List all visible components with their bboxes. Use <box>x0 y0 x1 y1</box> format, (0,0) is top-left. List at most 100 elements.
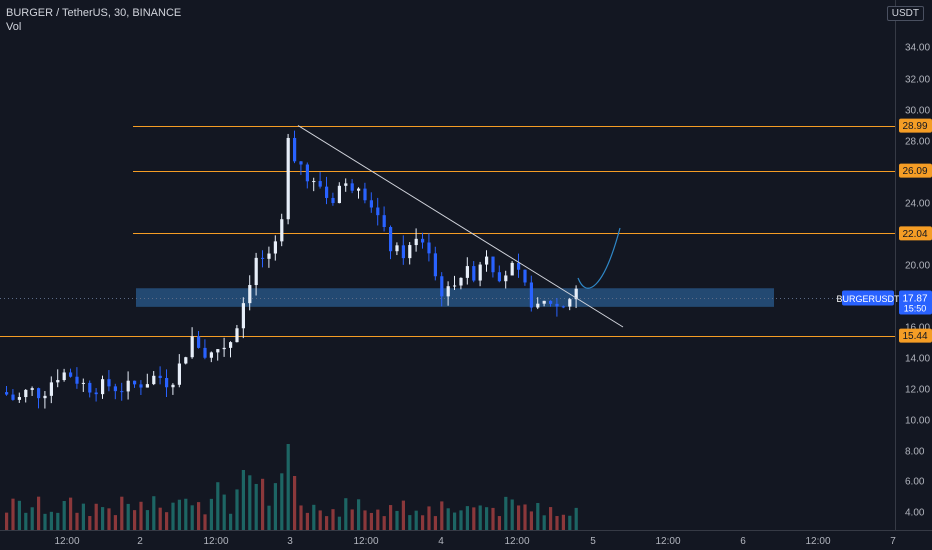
volume-bar <box>94 503 98 530</box>
volume-bar <box>337 516 341 530</box>
volume-indicator-label[interactable]: Vol <box>6 21 22 33</box>
volume-bar <box>197 502 201 530</box>
candle-body <box>241 303 245 329</box>
symbol-name-tag <box>842 290 894 306</box>
candle-body <box>344 183 348 186</box>
volume-bar <box>529 511 533 530</box>
volume-bar <box>69 497 73 530</box>
projection-curve-layer <box>577 227 621 289</box>
candle-body <box>459 277 463 286</box>
candle-body <box>171 384 175 388</box>
candle-body <box>126 380 130 392</box>
volume-bar <box>542 515 546 530</box>
candle-body <box>222 347 226 350</box>
volume-bar <box>344 498 348 530</box>
volume-bar <box>472 507 476 530</box>
volume-bar <box>433 516 437 530</box>
candle-body <box>203 347 207 358</box>
level-price-text: 15.44 <box>902 331 927 342</box>
candle-body <box>261 257 265 259</box>
symbol-name-text: BURGERUSDT <box>836 294 900 304</box>
volume-bar <box>414 510 418 530</box>
volume-bar <box>459 510 463 530</box>
candle-body <box>433 253 437 277</box>
candle-body <box>363 188 367 201</box>
candle-body <box>536 303 540 308</box>
price-tick-label: 32.00 <box>905 75 930 86</box>
candle-body <box>369 200 373 208</box>
volume-bar <box>491 507 495 530</box>
candle-body <box>75 376 79 384</box>
volume-bar <box>133 510 137 530</box>
volume-bar <box>267 505 271 530</box>
volume-bar <box>56 512 60 530</box>
projection-curve <box>577 227 621 289</box>
volume-bar <box>209 498 213 530</box>
volume-bar <box>555 516 559 530</box>
volume-bar <box>286 444 290 530</box>
candle-body <box>120 391 124 393</box>
candle-body <box>421 238 425 243</box>
candle-body <box>510 262 514 276</box>
candle-body <box>331 197 335 204</box>
candle-body <box>472 266 476 281</box>
candle-body <box>17 397 21 400</box>
candle-body <box>523 269 527 283</box>
volume-bar <box>299 505 303 530</box>
volume-bar <box>101 507 105 530</box>
price-tick-label: 34.00 <box>905 43 930 54</box>
volume-bar <box>229 513 233 530</box>
volume-bar <box>427 506 431 530</box>
candle-body <box>190 336 194 358</box>
volume-bar <box>331 509 335 530</box>
candle-body <box>184 357 188 364</box>
candle-body <box>305 164 309 182</box>
volume-bar <box>536 503 540 530</box>
level-price-text: 26.09 <box>902 166 927 177</box>
candle-body <box>350 183 354 191</box>
volume-bar <box>120 496 124 530</box>
price-tick-label: 14.00 <box>905 354 930 365</box>
candle-body <box>69 372 73 377</box>
symbol-title[interactable]: BURGER / TetherUS, 30, BINANCE <box>6 7 182 19</box>
volume-bar <box>523 504 527 530</box>
candle-body <box>529 282 533 308</box>
volume-bar <box>30 507 34 530</box>
volume-bar <box>485 507 489 530</box>
volume-bar <box>81 503 85 530</box>
price-tick-label: 8.00 <box>905 447 925 458</box>
volume-bar <box>446 508 450 530</box>
volume-bar <box>561 514 565 530</box>
price-tick-label: 10.00 <box>905 416 930 427</box>
candle-body <box>273 241 277 254</box>
level-price-tag <box>899 163 932 178</box>
time-tick-label: 12:00 <box>655 536 680 547</box>
time-tick-label: 12:00 <box>353 536 378 547</box>
candle-body <box>408 245 412 259</box>
candle-body <box>158 375 162 378</box>
volume-bar <box>574 507 578 530</box>
candle-body <box>478 264 482 281</box>
volume-bar <box>107 508 111 530</box>
candle-body <box>299 161 303 165</box>
time-scale: 12:00 2 12:00 3 12:00 4 12:00 5 12:00 6 12:00 7 <box>54 536 896 547</box>
volume-bar <box>165 512 169 530</box>
volume-bar <box>254 483 258 530</box>
candle-body <box>555 303 559 307</box>
trend-line-layer <box>297 125 624 328</box>
volume-bar <box>305 512 309 530</box>
candle-body <box>43 395 47 399</box>
level-price-tag <box>899 226 932 241</box>
volume-bar <box>273 483 277 530</box>
volume-bar <box>389 505 393 530</box>
time-tick-label: 7 <box>890 536 896 547</box>
candle-body <box>216 349 220 353</box>
price-tick-label: 28.00 <box>905 137 930 148</box>
price-scale-unit-button[interactable]: USDT <box>886 6 924 21</box>
volume-bar <box>549 507 553 530</box>
candle-body <box>152 375 156 385</box>
volume-bar <box>139 501 143 530</box>
candle-body <box>542 300 546 304</box>
candle-body <box>101 379 105 395</box>
